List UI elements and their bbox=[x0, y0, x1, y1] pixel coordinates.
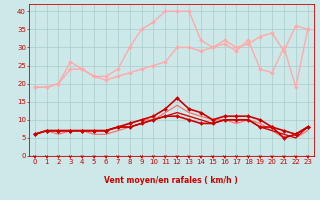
X-axis label: Vent moyen/en rafales ( km/h ): Vent moyen/en rafales ( km/h ) bbox=[104, 176, 238, 185]
